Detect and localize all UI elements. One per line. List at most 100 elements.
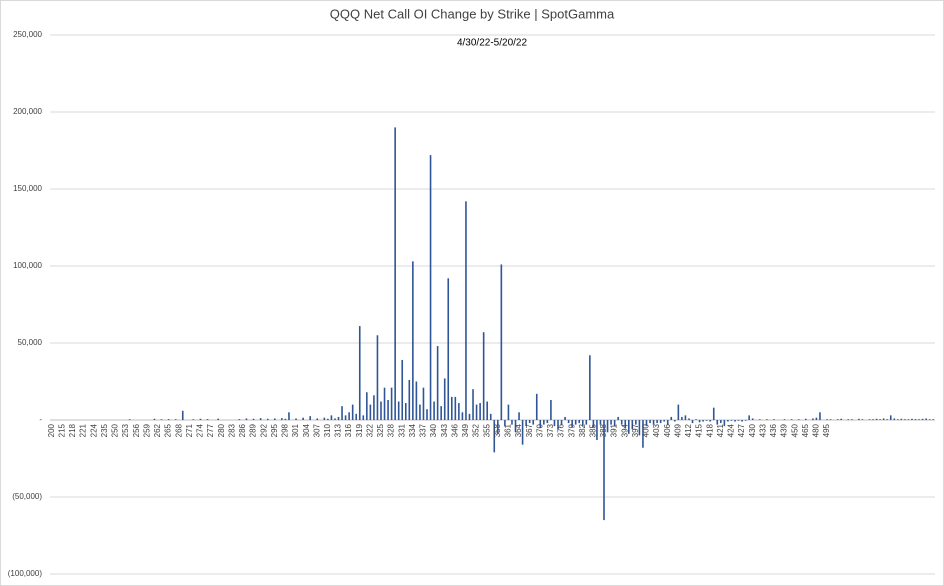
x-tick-label: 364	[514, 423, 523, 437]
bar	[295, 418, 297, 420]
x-tick-label: 340	[429, 423, 438, 437]
x-tick-label: 406	[663, 423, 672, 437]
bar	[482, 332, 485, 420]
x-tick-label: 403	[652, 423, 661, 437]
bar	[376, 335, 379, 420]
bar	[730, 420, 733, 421]
bar	[656, 420, 658, 424]
x-tick-label: 274	[196, 423, 205, 437]
x-tick-label: 367	[525, 423, 534, 437]
x-tick-label: 418	[705, 423, 714, 437]
x-tick-label: 412	[684, 423, 693, 437]
bar	[174, 419, 177, 420]
bar	[302, 417, 304, 420]
bar	[390, 387, 393, 420]
bar	[472, 389, 474, 420]
bar	[273, 418, 276, 420]
bar	[698, 420, 701, 423]
bar	[500, 264, 503, 420]
x-tick-label: 379	[567, 423, 576, 437]
bar	[716, 420, 719, 425]
bar	[401, 359, 404, 420]
bar	[900, 418, 903, 420]
bar	[879, 419, 881, 420]
bar	[511, 420, 513, 425]
bar	[645, 420, 648, 427]
x-tick-label: 301	[291, 423, 300, 437]
bar	[521, 420, 524, 445]
bar	[238, 419, 241, 420]
bar	[567, 420, 570, 424]
bar	[351, 404, 354, 420]
x-tick-label: 346	[450, 423, 459, 437]
x-tick-label: 391	[610, 423, 619, 437]
bar	[663, 420, 665, 422]
bar	[836, 419, 839, 420]
y-tick-label: 50,000	[18, 338, 43, 347]
x-tick-label: 328	[387, 423, 396, 437]
bar	[847, 419, 850, 420]
bar	[872, 419, 874, 420]
bar	[543, 420, 545, 425]
x-tick-label: 421	[716, 423, 725, 437]
x-tick-label: 394	[620, 423, 629, 437]
bar	[928, 419, 931, 420]
bar	[128, 419, 131, 420]
bar	[199, 418, 202, 420]
bar	[606, 420, 609, 433]
y-tick-label: -	[39, 415, 42, 424]
bar	[362, 415, 365, 420]
x-tick-label: 349	[461, 423, 470, 437]
bar	[893, 418, 896, 420]
bar	[433, 401, 435, 420]
bar	[564, 416, 566, 420]
x-tick-label: 292	[259, 423, 268, 437]
bar	[571, 420, 573, 428]
bar	[773, 419, 775, 420]
bar	[181, 410, 184, 420]
x-tick-label: 310	[323, 423, 332, 437]
bar	[415, 381, 418, 420]
y-tick-label: 200,000	[13, 107, 42, 116]
x-tick-label: 325	[376, 423, 385, 437]
bar	[288, 412, 290, 420]
x-tick-label: 268	[174, 423, 183, 437]
bar	[525, 420, 527, 427]
x-tick-label: 424	[727, 423, 736, 437]
bar	[167, 419, 170, 420]
bar	[589, 355, 591, 420]
x-tick-label: 337	[419, 423, 428, 437]
bar	[897, 419, 899, 420]
x-tick-label: 221	[79, 423, 88, 437]
bar	[458, 403, 460, 420]
y-tick-label: 100,000	[13, 261, 42, 270]
bar	[642, 420, 644, 448]
bar	[217, 418, 219, 420]
bar	[674, 420, 676, 422]
bar	[677, 404, 680, 420]
bar	[369, 404, 372, 420]
bar	[652, 420, 655, 425]
chart-subtitle: 4/30/22-5/20/22	[457, 38, 527, 49]
bar	[688, 418, 690, 420]
bar	[666, 420, 669, 425]
bar	[705, 420, 708, 421]
y-tick-label: 250,000	[13, 30, 42, 39]
bar	[404, 403, 407, 420]
x-tick-label: 215	[57, 423, 66, 437]
x-tick-label: 256	[132, 423, 141, 437]
bar	[309, 416, 311, 420]
bar	[812, 418, 814, 420]
x-tick-label: 436	[769, 423, 778, 437]
x-tick-label: 352	[472, 423, 481, 437]
bar	[603, 420, 605, 521]
x-tick-label: 415	[695, 423, 704, 437]
bar	[744, 420, 747, 421]
bar	[925, 418, 927, 420]
x-tick-label: 409	[673, 423, 682, 437]
bar	[861, 419, 864, 420]
bar	[454, 396, 457, 420]
bar	[613, 420, 616, 427]
bar	[751, 418, 754, 420]
